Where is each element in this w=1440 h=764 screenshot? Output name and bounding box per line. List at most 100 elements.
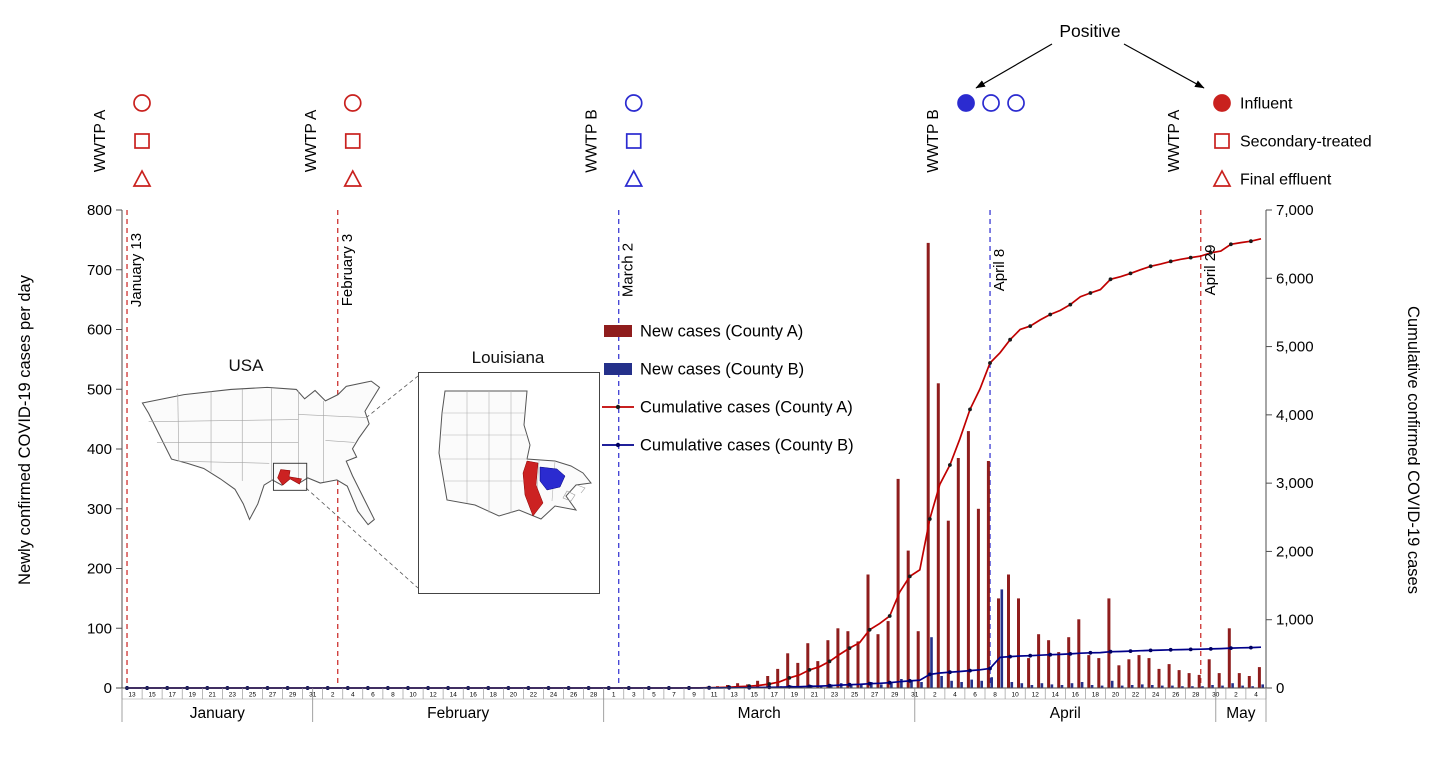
bar-county-b (1050, 684, 1054, 688)
month-label: February (427, 705, 489, 722)
marker-cumulative-a (968, 407, 972, 412)
legend-label: Cumulative cases (County A) (640, 399, 853, 417)
day-tick-label: 19 (189, 692, 197, 699)
bar-county-b (1171, 685, 1174, 688)
month-label: January (190, 705, 245, 722)
marker-cumulative-b (948, 670, 952, 675)
day-tick-label: 18 (490, 692, 498, 699)
sample-circle-open-icon (1007, 94, 1025, 112)
day-tick-label: 4 (953, 692, 957, 699)
day-tick-label: 17 (169, 692, 177, 699)
right-tick-label: 3,000 (1276, 475, 1314, 492)
bar-county-a (876, 634, 880, 688)
bar-county-b (930, 637, 933, 688)
marker-cumulative-b (1148, 648, 1153, 653)
bar-county-b (990, 677, 993, 688)
event-date-label: April 8 (991, 249, 1008, 292)
bar-county-b (1130, 685, 1134, 688)
usa-map (141, 380, 381, 526)
bar-county-b (1221, 685, 1224, 688)
bar-county-a (816, 661, 820, 688)
bar-county-a (806, 643, 810, 688)
bar-county-a (1107, 598, 1111, 688)
usa-state-borders (148, 388, 368, 482)
marker-cumulative-a (847, 646, 852, 650)
day-tick-label: 17 (771, 692, 779, 699)
marker-cumulative-a (1008, 337, 1012, 342)
bar-county-b (980, 680, 983, 688)
legend-sample-circle-icon (1213, 94, 1231, 112)
day-tick-label: 7 (672, 692, 676, 699)
bar-county-b (1030, 685, 1034, 688)
marker-cumulative-a (948, 463, 952, 467)
bar-county-a (856, 641, 860, 688)
bar-county-b (1100, 685, 1104, 688)
legend-label: New cases (County B) (640, 361, 804, 379)
marker-cumulative-a (867, 627, 872, 632)
bar-county-b (940, 676, 943, 688)
bar-county-a (1237, 673, 1241, 688)
day-tick-label: 22 (1132, 692, 1140, 699)
bar-county-b (1060, 685, 1064, 688)
day-tick-label: 24 (1152, 692, 1160, 699)
month-label: May (1226, 705, 1256, 722)
bar-county-a (956, 458, 960, 688)
bar-county-a (1097, 658, 1101, 688)
sample-triangle-open-icon (132, 169, 152, 187)
day-tick-label: 8 (993, 692, 997, 699)
bar-county-a (1057, 652, 1061, 688)
day-tick-label: 28 (590, 692, 598, 699)
bar-county-b (1110, 680, 1114, 688)
day-tick-label: 20 (510, 692, 518, 699)
bar-county-a (997, 598, 1000, 688)
day-tick-label: 8 (391, 692, 395, 699)
marker-cumulative-b (1128, 649, 1133, 653)
right-tick-label: 5,000 (1276, 339, 1314, 356)
sample-type-label: Influent (1240, 96, 1293, 113)
marker-cumulative-a (988, 361, 992, 365)
marker-cumulative-b (827, 683, 832, 688)
bar-county-b (1211, 685, 1214, 688)
left-tick-label: 400 (87, 441, 112, 458)
bar-county-b (1231, 683, 1234, 688)
bar-county-b (920, 682, 923, 688)
marker-cumulative-b (1028, 653, 1033, 658)
day-tick-label: 24 (550, 692, 558, 699)
marker-cumulative-b (1008, 654, 1012, 659)
usa-outline (141, 380, 381, 526)
bar-county-a (906, 550, 910, 688)
right-axis-title: Cumulative confirmed COVID-19 cases (1404, 306, 1422, 594)
day-tick-label: 10 (1011, 692, 1019, 699)
sample-circle-filled-icon (957, 94, 975, 112)
marker-cumulative-a (1168, 259, 1173, 264)
bar-county-a (1007, 574, 1010, 688)
marker-cumulative-a (1088, 291, 1093, 295)
bar-county-b (1090, 685, 1094, 688)
bar-county-a (1027, 658, 1031, 688)
bar-county-b (1261, 684, 1264, 688)
bar-county-a (1137, 655, 1141, 688)
day-tick-label: 12 (1032, 692, 1040, 699)
marker-cumulative-b (1048, 652, 1053, 657)
marker-cumulative-b (988, 666, 992, 671)
sample-square-open-icon (625, 133, 642, 149)
positive-label: Positive (1059, 21, 1120, 41)
bar-county-a (916, 631, 920, 688)
marker-cumulative-a (827, 659, 832, 664)
marker-cumulative-b (968, 668, 972, 673)
bar-county-b (890, 683, 893, 688)
event-date-label: January 13 (128, 233, 145, 307)
louisiana-map (418, 372, 600, 594)
bar-county-a (776, 668, 780, 688)
day-tick-label: 12 (429, 692, 437, 699)
bar-county-a (1207, 659, 1211, 688)
day-tick-label: 27 (871, 692, 879, 699)
bar-county-b (1000, 589, 1004, 688)
marker-cumulative-b (1068, 652, 1073, 656)
bar-county-b (950, 680, 953, 688)
bar-county-a (1257, 667, 1261, 688)
bar-county-a (896, 478, 900, 688)
louisiana-coastal-fragments (562, 484, 586, 502)
bar-county-b (849, 684, 853, 688)
left-tick-label: 0 (104, 680, 112, 697)
